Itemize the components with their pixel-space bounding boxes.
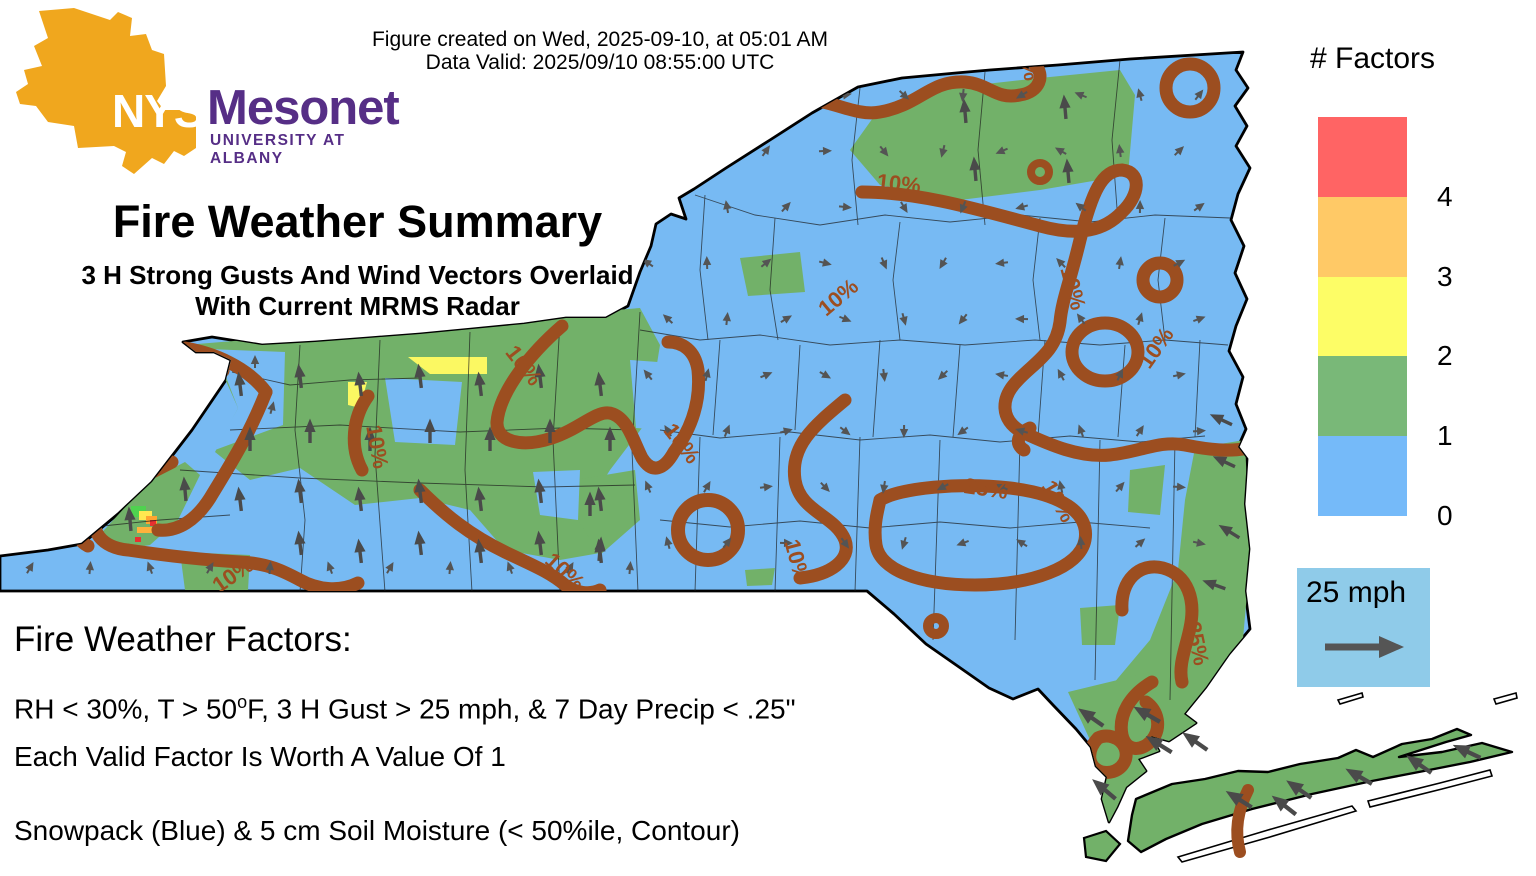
legend-block-2 xyxy=(1318,276,1407,357)
legend-block-4 xyxy=(1318,117,1407,197)
figure-created-line: Figure created on Wed, 2025-09-10, at 05… xyxy=(371,28,829,51)
zero-factor-intrusions xyxy=(183,348,672,520)
two-factor-patches xyxy=(348,357,487,408)
logo-nys-text: NYS xyxy=(112,85,205,137)
contour-label: 10% xyxy=(876,169,922,198)
snowpack-note: Snowpack (Blue) & 5 cm Soil Moisture (< … xyxy=(14,815,740,846)
long-island-overlay xyxy=(1074,701,1483,858)
barrier-islands xyxy=(1176,691,1518,863)
nys-mesonet-logo: NYS Mesonet UNIVERSITY AT ALBANY xyxy=(14,6,400,181)
factors-legend-title: # Factors xyxy=(1310,42,1436,75)
staten-island xyxy=(1082,829,1122,863)
wind-speed-legend: 25 mph xyxy=(1297,568,1430,687)
county-lines xyxy=(64,59,1331,846)
logo-ny-shape xyxy=(16,8,196,174)
title-block: Fire Weather Summary 3 H Strong Gusts An… xyxy=(30,196,685,322)
criteria-post: F, 3 H Gust > 25 mph, & 7 Day Precip < .… xyxy=(247,693,796,725)
legend-tick-1: 1 xyxy=(1437,420,1453,452)
figure-subtitle-line1: 3 H Strong Gusts And Wind Vectors Overla… xyxy=(81,260,634,290)
data-valid-line: Data Valid: 2025/09/10 08:55:00 UTC xyxy=(425,51,775,74)
legend-block-3 xyxy=(1318,196,1407,277)
factors-heading: Fire Weather Factors: xyxy=(14,620,352,659)
figure-subtitle-line2: With Current MRMS Radar xyxy=(195,291,520,321)
legend-block-1 xyxy=(1318,356,1407,437)
long-island xyxy=(1126,727,1514,854)
legend-tick-0: 0 xyxy=(1437,500,1453,531)
legend-tick-2: 2 xyxy=(1437,340,1453,372)
logo-mesonet-text: Mesonet xyxy=(207,81,400,135)
factors-criteria-line: RH < 30%, T > 50oF, 3 H Gust > 25 mph, &… xyxy=(14,692,796,725)
wind-speed-label: 25 mph xyxy=(1306,576,1407,609)
figure-title: Fire Weather Summary xyxy=(112,196,603,247)
legend-block-0 xyxy=(1318,436,1407,516)
criteria-pre: RH < 30%, T > 50 xyxy=(14,693,238,725)
contour-label: 25% xyxy=(962,473,1009,504)
logo-university-text: UNIVERSITY AT ALBANY xyxy=(210,132,346,167)
legend-tick-4: 4 xyxy=(1437,180,1453,212)
factor-value-note: Each Valid Factor Is Worth A Value Of 1 xyxy=(14,741,506,772)
figure-timestamps: Figure created on Wed, 2025-09-10, at 05… xyxy=(250,28,950,74)
legend-tick-3: 3 xyxy=(1437,260,1453,292)
reference-wind-arrow-icon xyxy=(1325,636,1404,658)
factors-colorbar xyxy=(1318,117,1407,516)
criteria-degree: o xyxy=(237,692,248,712)
